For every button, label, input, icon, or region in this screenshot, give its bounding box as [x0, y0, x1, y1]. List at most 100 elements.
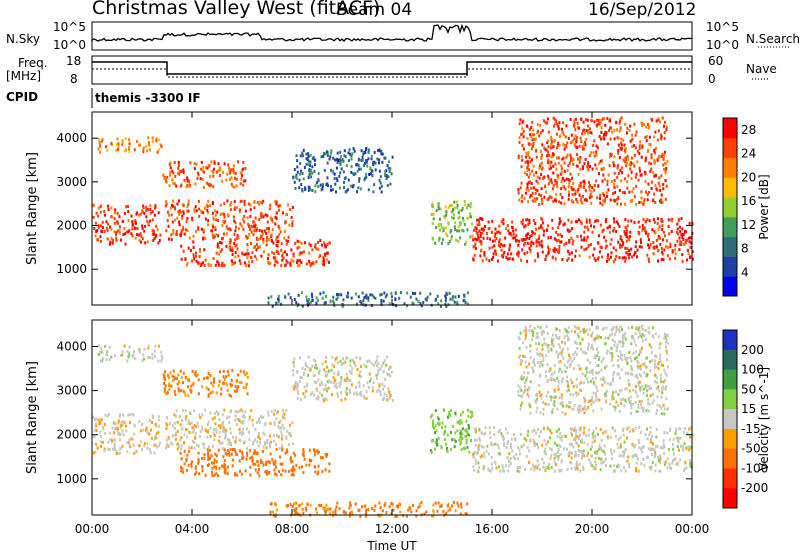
data-cell [627, 426, 630, 430]
data-cell [574, 340, 576, 344]
data-cell [648, 135, 651, 139]
data-cell [99, 430, 102, 434]
data-cell [313, 169, 316, 173]
data-cell [159, 441, 161, 445]
data-cell [302, 177, 305, 181]
data-cell [182, 168, 185, 172]
data-cell [180, 436, 183, 440]
data-cell [644, 179, 647, 183]
data-cell [617, 171, 620, 175]
data-cell [474, 458, 477, 462]
data-cell [648, 343, 651, 347]
data-cell [95, 238, 98, 242]
data-cell [525, 345, 528, 349]
data-cell [571, 139, 574, 143]
data-cell [596, 450, 599, 454]
data-cell [503, 444, 506, 447]
data-cell [526, 445, 529, 449]
data-cell [485, 449, 488, 453]
data-cell [637, 409, 640, 413]
data-cell [120, 238, 123, 242]
data-cell [646, 437, 649, 441]
data-cell [102, 427, 105, 431]
data-cell [630, 156, 633, 160]
data-cell [494, 442, 497, 446]
data-cell [220, 248, 223, 252]
data-cell [641, 327, 644, 331]
data-cell [241, 251, 244, 255]
data-cell [619, 443, 622, 447]
data-cell [215, 391, 218, 395]
data-cell [653, 454, 656, 458]
data-cell [590, 119, 593, 123]
data-cell [350, 165, 353, 169]
data-cell [293, 357, 296, 361]
data-cell [573, 142, 576, 146]
data-cell [335, 166, 338, 170]
data-cell [584, 140, 586, 144]
data-cell [212, 236, 215, 240]
data-cell [571, 407, 574, 411]
data-cell [677, 219, 680, 223]
data-cell [533, 361, 536, 365]
data-cell [586, 164, 589, 167]
data-cell [579, 198, 582, 202]
data-cell [340, 293, 343, 297]
data-cell [125, 230, 128, 234]
data-cell [335, 293, 338, 296]
data-cell [562, 121, 565, 125]
data-cell [612, 379, 615, 383]
data-cell [541, 129, 544, 133]
data-cell [593, 120, 596, 124]
data-cell [646, 253, 649, 257]
data-cell [259, 214, 262, 217]
data-cell [557, 124, 560, 128]
data-cell [247, 223, 250, 226]
data-cell [556, 443, 559, 447]
data-cell [199, 250, 202, 253]
data-cell [233, 241, 236, 245]
data-cell [167, 376, 170, 380]
data-cell [583, 426, 586, 430]
data-cell [254, 255, 257, 258]
data-cell [165, 200, 168, 203]
data-cell [249, 465, 252, 469]
data-cell [186, 205, 189, 208]
data-cell [380, 301, 383, 305]
data-cell [654, 469, 657, 473]
data-cell [620, 469, 623, 473]
data-cell [495, 252, 498, 256]
data-cell [126, 450, 129, 453]
data-cell [306, 364, 308, 368]
data-cell [580, 381, 582, 385]
data-cell [262, 250, 265, 254]
data-cell [365, 148, 367, 151]
data-cell [528, 329, 531, 332]
data-cell [292, 254, 295, 258]
data-cell [651, 401, 654, 405]
data-cell [616, 128, 618, 132]
data-cell [444, 425, 447, 429]
data-cell [242, 431, 245, 435]
data-cell [657, 335, 660, 339]
data-cell [574, 192, 577, 196]
data-cell [654, 231, 657, 235]
data-cell [596, 123, 599, 127]
data-cell [275, 417, 278, 421]
data-cell [634, 443, 636, 447]
data-cell [490, 455, 493, 459]
data-cell [550, 181, 553, 185]
data-cell [521, 158, 524, 162]
data-cell [629, 124, 632, 128]
data-cell [469, 410, 472, 414]
data-cell [257, 434, 260, 438]
data-cell [640, 367, 643, 371]
data-cell [246, 451, 248, 455]
data-cell [565, 404, 568, 408]
data-cell [240, 177, 243, 181]
data-cell [634, 401, 637, 405]
data-cell [584, 374, 587, 378]
data-cell [204, 237, 207, 240]
data-cell [536, 442, 539, 446]
data-cell [540, 187, 543, 191]
